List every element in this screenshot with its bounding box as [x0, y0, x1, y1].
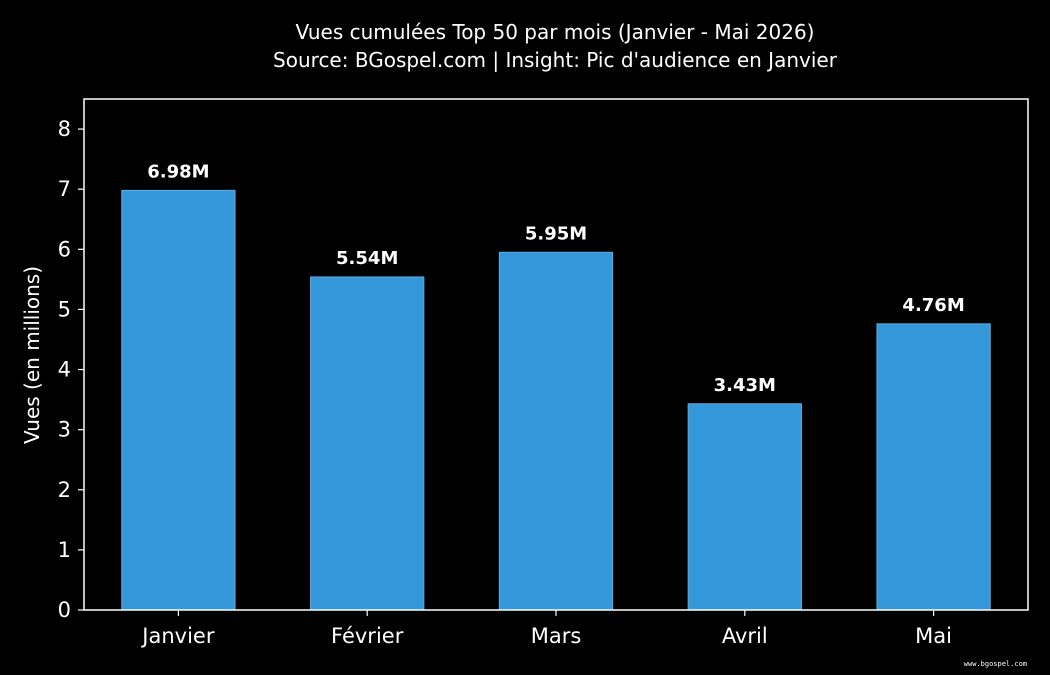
y-tick-label: 5: [58, 297, 71, 321]
x-tick-label: Avril: [722, 624, 768, 648]
bar-avril: [687, 403, 802, 611]
y-tick-label: 3: [58, 418, 71, 442]
bar-mars: [498, 251, 614, 611]
bar-mai: [876, 323, 991, 611]
y-tick-label: 1: [58, 538, 71, 562]
data-label: 6.98M: [147, 161, 209, 182]
y-tick-label: 8: [58, 117, 71, 141]
data-label: 5.54M: [336, 248, 398, 269]
y-tick-label: 7: [58, 177, 71, 201]
y-tick-label: 2: [58, 478, 71, 502]
chart-title: Vues cumulées Top 50 par mois (Janvier -…: [296, 20, 815, 44]
watermark: www.bgospel.com: [964, 660, 1027, 668]
y-tick-label: 4: [58, 358, 71, 382]
x-tick-label: Mars: [531, 624, 582, 648]
data-label: 5.95M: [525, 223, 587, 244]
data-label: 4.76M: [902, 295, 964, 316]
y-tick-label: 6: [58, 237, 71, 261]
x-tick-label: Janvier: [140, 624, 215, 648]
plot-area: 6.98M 5.54M 5.95M 3.43M 4.76M 0 1 2 3 4 5 6 7 8 Janvie…: [58, 98, 1029, 648]
chart-subtitle: Source: BGospel.com | Insight: Pic d'aud…: [273, 48, 838, 72]
bar-f-vrier: [310, 276, 425, 611]
y-axis-label: Vues (en millions): [20, 266, 44, 444]
bar-janvier: [121, 189, 236, 611]
x-tick-label: Mai: [915, 624, 952, 648]
x-tick-label: Février: [331, 624, 404, 648]
data-label: 3.43M: [714, 375, 776, 396]
y-tick-label: 0: [58, 598, 71, 622]
